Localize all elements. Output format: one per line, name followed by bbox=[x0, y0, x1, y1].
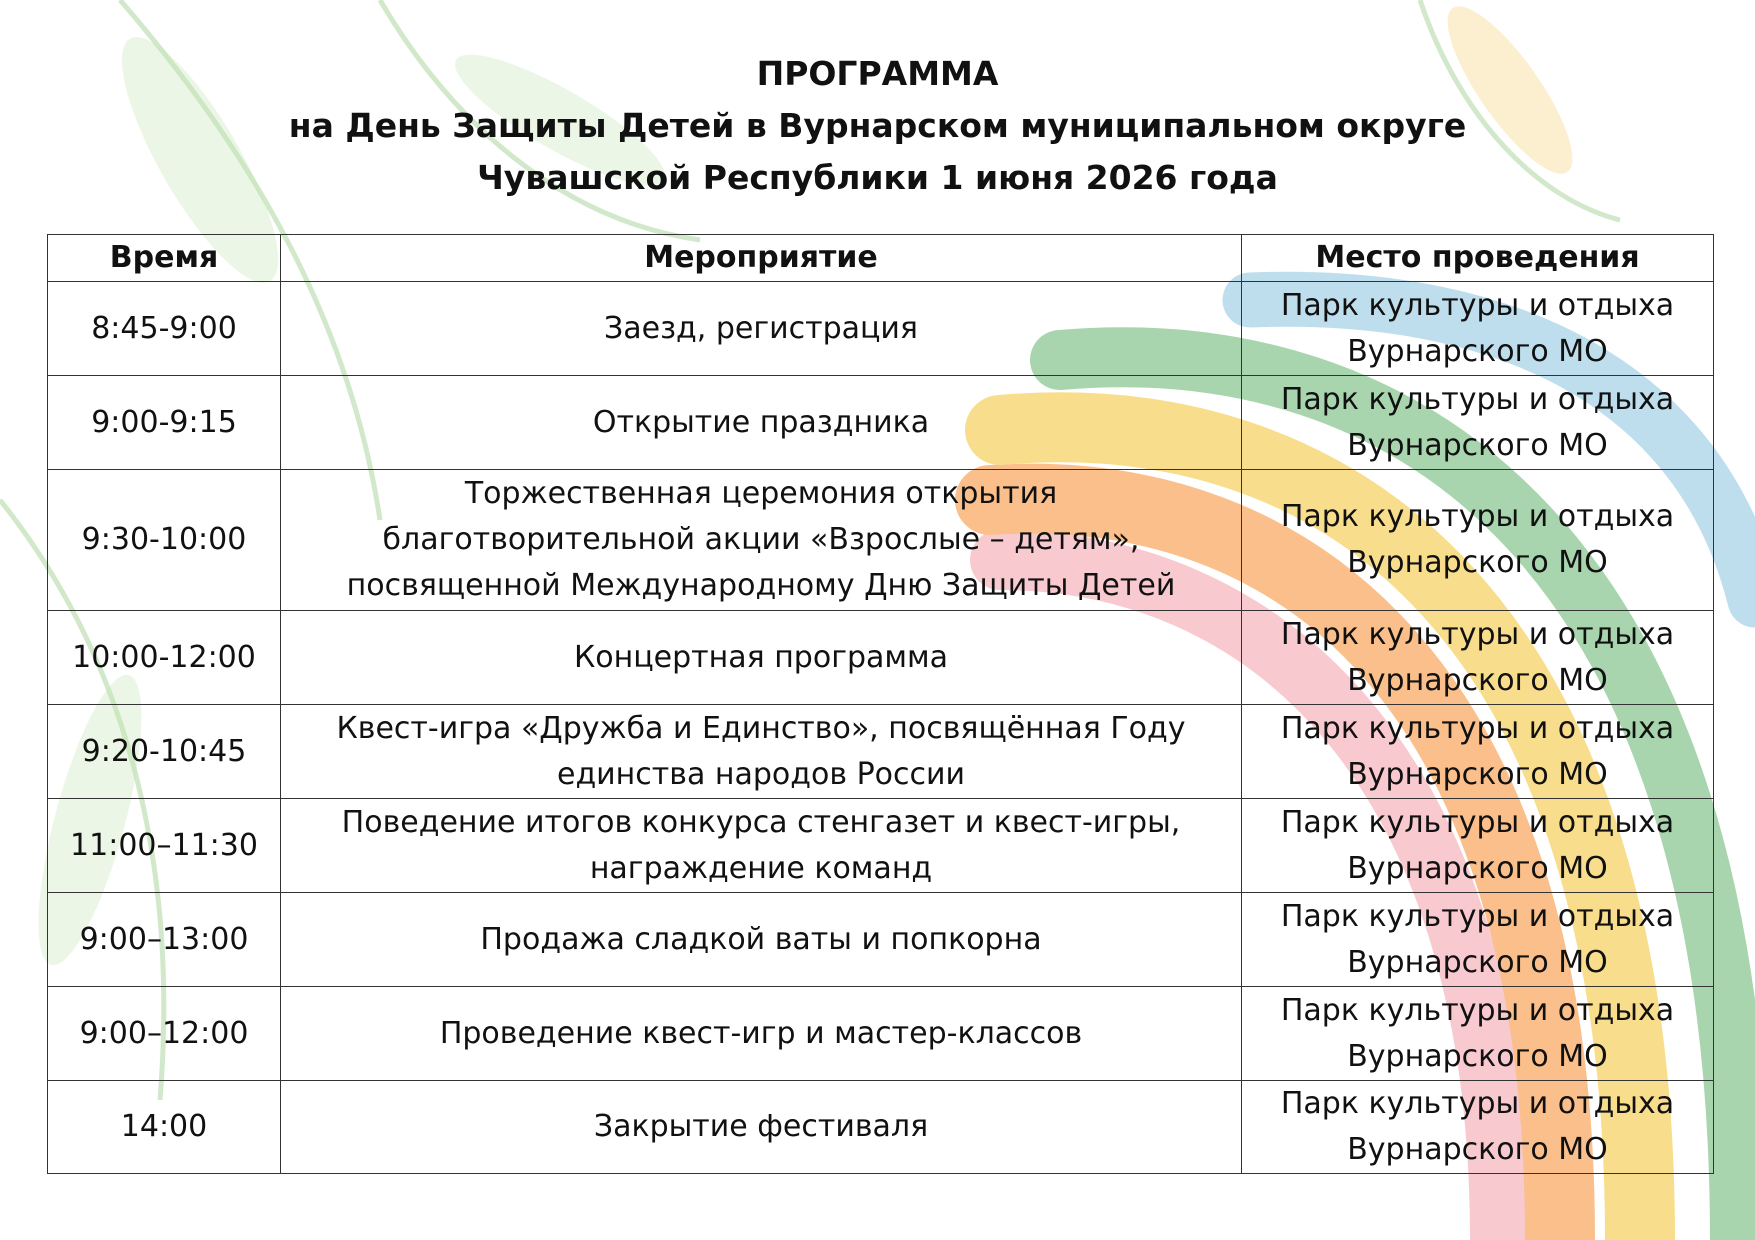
table-row: 10:00-12:00 Концертная программа Парк куль… bbox=[47, 610, 1714, 705]
table-row: 9:00–12:00 Проведение квест-игр и мастер-… bbox=[47, 986, 1714, 1081]
event-line: Заезд, регистрация bbox=[604, 310, 918, 346]
table-row: 9:20-10:45 Квест-игра «Дружба и Единство»… bbox=[47, 704, 1714, 799]
place-line: Парк культуры и отдыха bbox=[1280, 499, 1675, 534]
title-line: на День Защиты Детей в Вурнарском муници… bbox=[288, 106, 1467, 145]
place-line: Вурнарского МО bbox=[1347, 662, 1608, 698]
time-cell: 10:00-12:00 bbox=[47, 610, 281, 705]
table-row: 9:00–13:00 Продажа сладкой ваты и попкорн… bbox=[47, 892, 1714, 987]
table-row: 14:00 Закрытие фестиваля Парк культуры и о… bbox=[47, 1080, 1714, 1174]
event-line: единства народов России bbox=[556, 756, 966, 792]
column-header: Место проведения bbox=[1241, 234, 1714, 282]
time-cell: 8:45-9:00 bbox=[47, 281, 281, 376]
event-cell: Заезд, регистрация bbox=[280, 281, 1242, 376]
event-cell: Поведение итогов конкурса стенгазет и кв… bbox=[280, 798, 1242, 893]
place-line: Парк культуры и отдыха bbox=[1280, 804, 1675, 840]
place-line: Вурнарского МО bbox=[1347, 1132, 1608, 1167]
event-cell: Концертная программа bbox=[280, 610, 1242, 705]
event-line: Открытие праздника bbox=[592, 404, 930, 440]
column-header: Мероприятие bbox=[280, 234, 1242, 282]
table-row: 11:00–11:30 Поведение итогов конкурса сте… bbox=[47, 798, 1714, 893]
place-line: Вурнарского МО bbox=[1347, 545, 1608, 580]
place-cell: Парк культуры и отдыха Вурнарского МО bbox=[1241, 469, 1714, 611]
place-cell: Парк культуры и отдыха Вурнарского МО bbox=[1241, 798, 1714, 893]
event-line: Проведение квест-игр и мастер-классов bbox=[439, 1015, 1083, 1051]
place-line: Парк культуры и отдыха bbox=[1280, 992, 1675, 1028]
title-line: Чувашской Республики 1 июня 2026 года bbox=[477, 158, 1278, 197]
table-row: 9:00-9:15 Открытие праздника Парк культуры… bbox=[47, 375, 1714, 470]
place-line: Парк культуры и отдыха bbox=[1280, 381, 1675, 417]
place-line: Вурнарского МО bbox=[1347, 333, 1608, 369]
place-cell: Парк культуры и отдыха Вурнарского МО bbox=[1241, 610, 1714, 705]
place-line: Парк культуры и отдыха bbox=[1280, 287, 1675, 323]
column-header: Время bbox=[47, 234, 281, 282]
place-line: Вурнарского МО bbox=[1347, 427, 1608, 463]
schedule-table: Время Мероприятие Место проведения 8:45-9:… bbox=[47, 234, 1714, 1174]
place-cell: Парк культуры и отдыха Вурнарского МО bbox=[1241, 892, 1714, 987]
event-line: награждение команд bbox=[589, 850, 933, 886]
time-cell: 9:00–13:00 bbox=[47, 892, 281, 987]
event-cell: Квест-игра «Дружба и Единство», посвящён… bbox=[280, 704, 1242, 799]
place-line: Парк культуры и отдыха bbox=[1280, 616, 1675, 652]
time-cell: 9:20-10:45 bbox=[47, 704, 281, 799]
place-cell: Парк культуры и отдыха Вурнарского МО bbox=[1241, 375, 1714, 470]
title-line: ПРОГРАММА bbox=[756, 54, 999, 93]
event-cell: Торжественная церемония открытия благотво… bbox=[280, 469, 1242, 611]
place-line: Парк культуры и отдыха bbox=[1280, 710, 1675, 746]
event-line: Поведение итогов конкурса стенгазет и кв… bbox=[341, 804, 1181, 840]
place-cell: Парк культуры и отдыха Вурнарского МО bbox=[1241, 986, 1714, 1081]
event-line: Торжественная церемония открытия bbox=[464, 476, 1058, 511]
time-cell: 14:00 bbox=[47, 1080, 281, 1174]
event-cell: Открытие праздника bbox=[280, 375, 1242, 470]
event-cell: Проведение квест-игр и мастер-классов bbox=[280, 986, 1242, 1081]
event-cell: Продажа сладкой ваты и попкорна bbox=[280, 892, 1242, 987]
event-line: посвященной Международному Дню Защиты Де… bbox=[346, 568, 1176, 603]
title: ПРОГРАММА на День Защиты Детей в Вурнарск… bbox=[0, 48, 1755, 204]
place-line: Парк культуры и отдыха bbox=[1280, 1086, 1675, 1121]
place-cell: Парк культуры и отдыха Вурнарского МО bbox=[1241, 1080, 1714, 1174]
event-cell: Закрытие фестиваля bbox=[280, 1080, 1242, 1174]
place-line: Вурнарского МО bbox=[1347, 944, 1608, 980]
event-line: Концертная программа bbox=[573, 639, 949, 675]
table-row: 8:45-9:00 Заезд, регистрация Парк культуры… bbox=[47, 281, 1714, 376]
event-line: Закрытие фестиваля bbox=[593, 1109, 929, 1144]
event-line: Продажа сладкой ваты и попкорна bbox=[480, 921, 1042, 957]
header-row: Время Мероприятие Место проведения bbox=[47, 234, 1714, 282]
time-cell: 9:00-9:15 bbox=[47, 375, 281, 470]
time-cell: 11:00–11:30 bbox=[47, 798, 281, 893]
event-line: Квест-игра «Дружба и Единство», посвящён… bbox=[336, 710, 1186, 746]
table-row: 9:30-10:00 Торжественная церемония открыт… bbox=[47, 469, 1714, 611]
event-line: благотворительной акции «Взрослые – детя… bbox=[382, 522, 1140, 557]
place-line: Вурнарского МО bbox=[1347, 850, 1608, 886]
time-cell: 9:00–12:00 bbox=[47, 986, 281, 1081]
place-cell: Парк культуры и отдыха Вурнарского МО bbox=[1241, 281, 1714, 376]
place-line: Вурнарского МО bbox=[1347, 1038, 1608, 1074]
place-line: Вурнарского МО bbox=[1347, 756, 1608, 792]
place-line: Парк культуры и отдыха bbox=[1280, 898, 1675, 934]
time-cell: 9:30-10:00 bbox=[47, 469, 281, 611]
place-cell: Парк культуры и отдыха Вурнарского МО bbox=[1241, 704, 1714, 799]
